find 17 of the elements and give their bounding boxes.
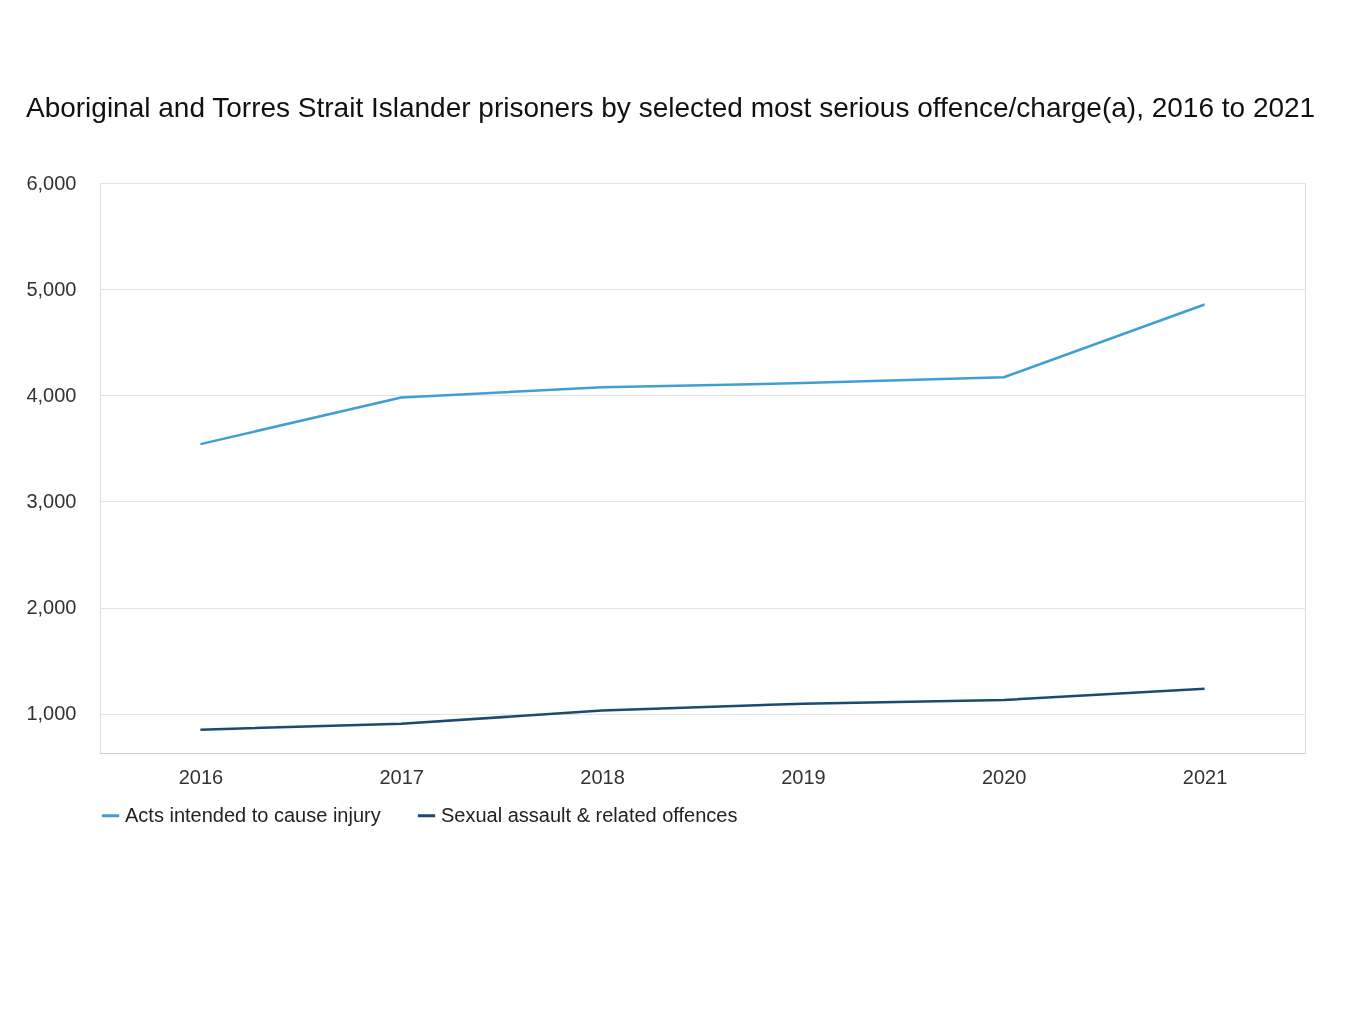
legend-label: Acts intended to cause injury: [125, 803, 381, 826]
y-tick-label: 3,000: [26, 489, 77, 512]
x-tick-label: 2017: [379, 765, 424, 788]
y-tick-label: 4,000: [26, 383, 77, 406]
x-tick-label: 2019: [781, 765, 826, 788]
x-tick-label: 2020: [982, 765, 1027, 788]
x-tick-label: 2021: [1182, 765, 1228, 788]
line-series: [199, 303, 1206, 446]
y-tick-label: 5,000: [26, 277, 77, 300]
y-tick-label: 6,000: [26, 171, 77, 194]
line-series: [199, 687, 1206, 731]
y-tick-label: 2,000: [26, 596, 77, 619]
chart-title: Aboriginal and Torres Strait Islander prisoners by selected most serious offence/charge(a), 2016 to 2021: [25, 92, 1316, 123]
legend-label: Sexual assault & related offences: [441, 803, 738, 826]
x-tick-label: 2018: [580, 765, 625, 788]
y-tick-label: 1,000: [26, 702, 77, 725]
x-tick-label: 2016: [178, 765, 224, 788]
